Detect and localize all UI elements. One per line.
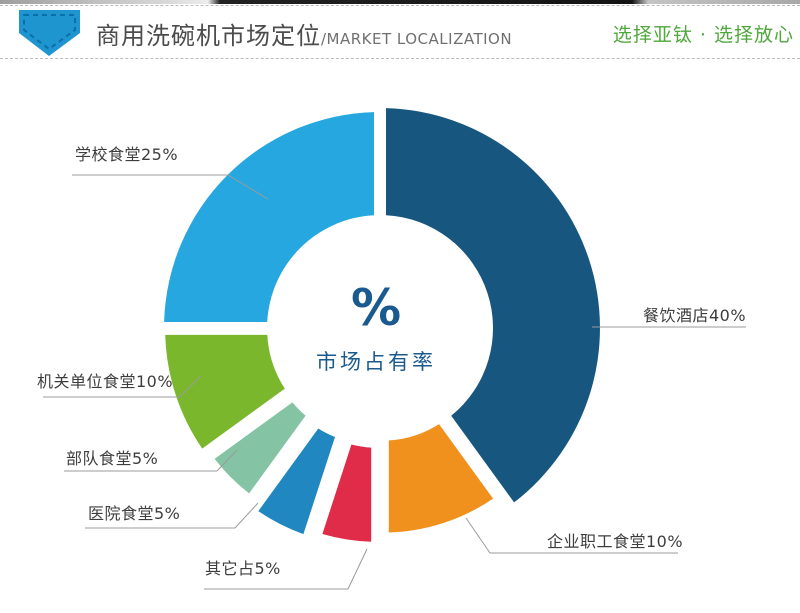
slice-label-企业职工食堂: 企业职工食堂10% xyxy=(547,532,684,551)
label-leader-部队食堂 xyxy=(216,449,238,472)
slice-学校食堂 xyxy=(164,112,374,322)
header: 商用洗碗机市场定位/MARKET LOCALIZATION 选择亚钛 · 选择放… xyxy=(0,5,800,59)
label-leader-机关单位食堂 xyxy=(179,375,202,398)
slice-部队食堂 xyxy=(214,402,306,494)
top-strip xyxy=(0,0,800,4)
slice-机关单位食堂 xyxy=(165,334,285,449)
label-leader-其它 xyxy=(347,548,368,590)
label-leader-医院食堂 xyxy=(234,502,259,529)
slice-label-医院食堂: 医院食堂5% xyxy=(88,504,181,523)
slice-label-学校食堂: 学校食堂25% xyxy=(75,145,179,164)
slice-餐饮酒店 xyxy=(386,108,600,503)
slice-label-部队食堂: 部队食堂5% xyxy=(66,449,159,468)
page-title-cn: 商用洗碗机市场定位 xyxy=(96,22,321,50)
label-leader-学校食堂 xyxy=(227,174,269,200)
label-leader-企业职工食堂 xyxy=(465,517,491,554)
banner-icon xyxy=(19,10,80,56)
page-title: 商用洗碗机市场定位/MARKET LOCALIZATION xyxy=(96,16,512,51)
slice-label-其它: 其它占5% xyxy=(205,559,281,578)
slice-企业职工食堂 xyxy=(388,424,494,533)
slogan: 选择亚钛 · 选择放心 xyxy=(612,24,794,46)
slice-医院食堂 xyxy=(258,428,335,535)
slice-label-餐饮酒店: 餐饮酒店40% xyxy=(643,306,747,325)
slice-其它 xyxy=(322,444,372,542)
slice-label-机关单位食堂: 机关单位食堂10% xyxy=(37,372,174,391)
page-title-en: /MARKET LOCALIZATION xyxy=(321,30,513,48)
